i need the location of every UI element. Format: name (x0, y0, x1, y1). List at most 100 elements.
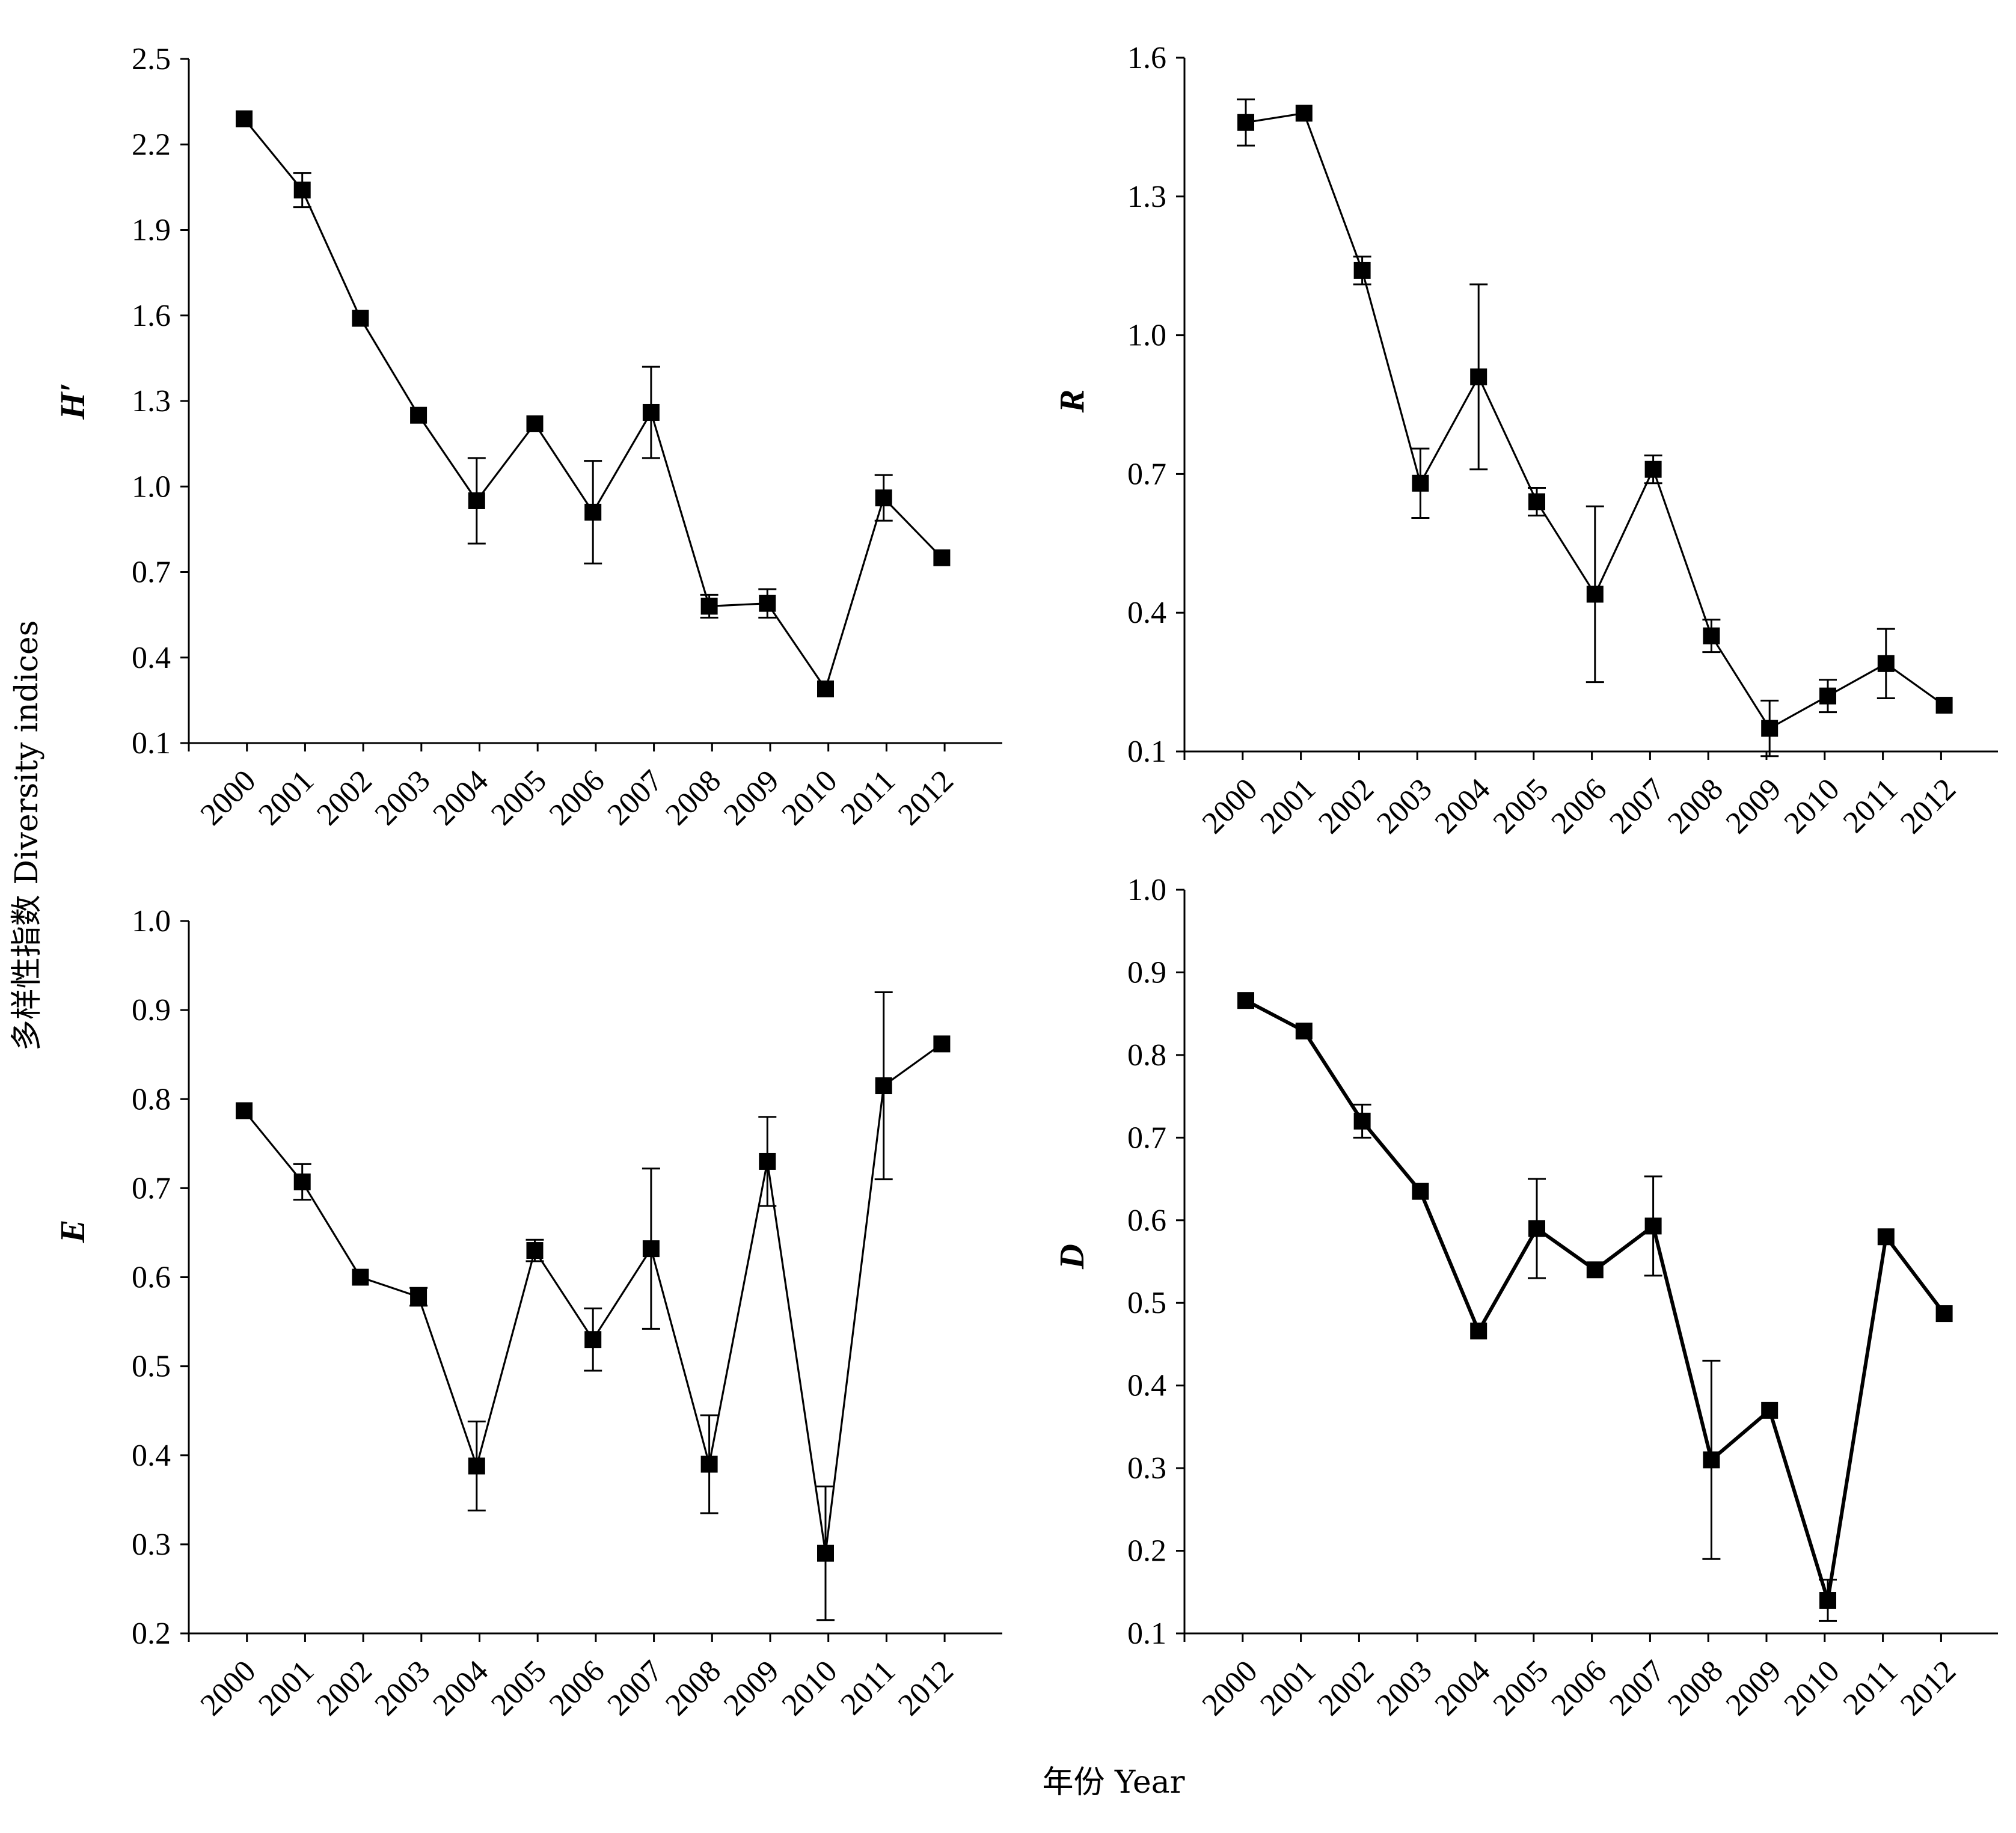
x-tick-label: 2001 (252, 763, 320, 832)
x-tick-label: 2001 (1254, 1654, 1322, 1722)
y-tick-label: 0.5 (1127, 1286, 1166, 1320)
data-point (933, 549, 951, 566)
data-point (1586, 586, 1604, 603)
x-tick-label: 2011 (835, 1654, 902, 1721)
data-point (1703, 627, 1720, 644)
y-tick-label: 0.9 (132, 993, 171, 1027)
x-tick-label: 2009 (717, 1654, 786, 1722)
data-point (642, 1240, 660, 1258)
data-point (352, 1268, 369, 1286)
x-tick-label: 2005 (1487, 772, 1555, 840)
data-point (526, 1242, 544, 1259)
data-point (468, 1457, 485, 1475)
y-tick-label: 0.7 (132, 555, 171, 590)
data-point (700, 1455, 718, 1473)
series-line (243, 1043, 943, 1555)
x-tick-label: 2005 (485, 763, 553, 832)
data-point (817, 680, 834, 697)
y-tick-label: 1.9 (132, 213, 171, 248)
data-point (817, 1544, 834, 1562)
y-tick-label: 1.0 (132, 904, 171, 938)
x-tick-label: 2007 (1603, 1654, 1671, 1722)
y-tick-label: 0.2 (1127, 1534, 1166, 1568)
x-tick-label: 2002 (310, 1654, 379, 1722)
y-tick-label: 0.1 (132, 726, 171, 760)
data-point (1295, 1023, 1313, 1040)
x-tick-label: 2009 (1720, 772, 1788, 840)
x-tick-label: 2003 (369, 1654, 437, 1722)
panel-e: 0.20.30.40.50.60.70.80.91.02000200120022… (53, 904, 1002, 1722)
y-tick-label: 1.0 (1127, 873, 1166, 907)
data-point (1237, 992, 1254, 1009)
y-tick-label: 0.5 (132, 1350, 171, 1384)
panel-d: 0.10.20.30.40.50.60.70.80.91.02000200120… (1052, 873, 1998, 1722)
y-tick-label: 0.7 (1127, 457, 1166, 491)
y-tick-label: 1.0 (1127, 319, 1166, 353)
data-point (1237, 114, 1254, 131)
y-tick-label: 0.4 (132, 641, 171, 675)
data-point (1586, 1261, 1604, 1279)
data-point (410, 1288, 427, 1306)
y-tick-label: 1.6 (1127, 41, 1166, 75)
x-tick-label: 2008 (1661, 772, 1730, 840)
x-tick-label: 2012 (1894, 1654, 1962, 1722)
y-tick-label: 1.3 (132, 384, 171, 418)
y-tick-label: 0.3 (132, 1528, 171, 1562)
y-tick-label: 1.6 (132, 299, 171, 333)
y-tick-label: 0.6 (132, 1261, 171, 1295)
axis-title: E (53, 1220, 92, 1244)
x-tick-label: 2007 (601, 763, 670, 832)
series-line (243, 118, 943, 690)
x-tick-label: 2010 (776, 763, 844, 832)
y-tick-label: 0.8 (132, 1082, 171, 1116)
y-tick-label: 0.6 (1127, 1204, 1166, 1238)
data-point (1295, 105, 1313, 122)
x-tick-label: 2008 (659, 1654, 728, 1722)
x-tick-label: 2006 (543, 1654, 611, 1722)
y-tick-label: 0.8 (1127, 1038, 1166, 1073)
data-point (1877, 1228, 1895, 1246)
x-tick-label: 2008 (1661, 1654, 1730, 1722)
x-tick-label: 2004 (1429, 772, 1497, 840)
y-tick-label: 1.3 (1127, 180, 1166, 214)
x-tick-label: 2001 (252, 1654, 320, 1722)
y-tick-label: 1.0 (132, 470, 171, 504)
axis-title: D (1052, 1244, 1091, 1270)
data-point (1703, 1451, 1720, 1469)
data-point (1412, 1183, 1429, 1200)
data-point (1935, 697, 1953, 714)
x-tick-label: 2000 (194, 1654, 263, 1722)
x-tick-label: 2007 (1603, 772, 1671, 840)
x-tick-label: 2004 (426, 1654, 495, 1722)
x-tick-label: 2000 (1196, 1654, 1264, 1722)
data-point (1644, 461, 1662, 478)
x-tick-label: 2011 (1837, 1654, 1904, 1721)
data-point (468, 492, 485, 509)
y-tick-label: 0.2 (132, 1617, 171, 1651)
y-tick-label: 0.3 (1127, 1451, 1166, 1486)
panel-r: 0.10.40.71.01.31.62000200120022003200420… (1052, 41, 1998, 840)
data-point (1819, 1592, 1836, 1609)
data-point (1877, 655, 1895, 672)
x-tick-label: 2011 (835, 763, 902, 831)
y-tick-label: 2.5 (132, 42, 171, 76)
data-point (1644, 1217, 1662, 1235)
data-point (1819, 687, 1836, 705)
x-tick-label: 2002 (1312, 772, 1380, 840)
data-point (293, 182, 311, 199)
y-tick-label: 2.2 (132, 127, 171, 162)
data-point (700, 598, 718, 615)
data-point (1470, 1322, 1487, 1339)
x-tick-label: 2004 (426, 763, 495, 832)
panel-h: 0.10.40.71.01.31.61.92.22.52000200120022… (53, 42, 1002, 832)
data-point (236, 1102, 253, 1119)
data-point (236, 110, 253, 127)
data-point (526, 415, 544, 432)
y-tick-label: 0.4 (1127, 1369, 1166, 1403)
x-tick-label: 2006 (543, 763, 611, 832)
axis-title: R (1052, 390, 1091, 414)
x-tick-label: 2003 (369, 763, 437, 832)
x-tick-label: 2003 (1370, 772, 1439, 840)
x-tick-label: 2006 (1545, 1654, 1613, 1722)
